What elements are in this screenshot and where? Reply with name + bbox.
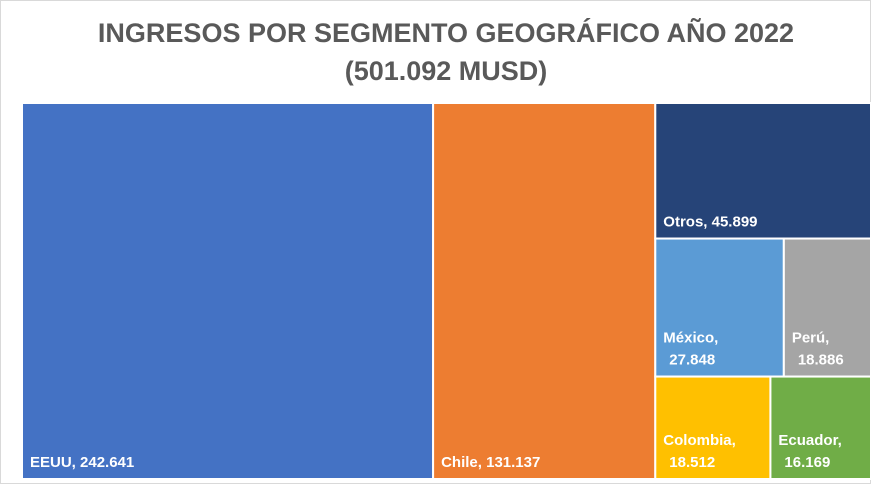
treemap-tile (782, 237, 871, 378)
data-label-line: Ecuador, (778, 432, 841, 449)
data-label: Ecuador, 16.169 (778, 432, 841, 471)
data-label-line: México, (663, 330, 718, 347)
data-label-line: Otros, 45.899 (663, 214, 757, 231)
data-label: Perú, 18.886 (792, 330, 844, 369)
treemap-tile (654, 102, 871, 240)
treemap-tile (432, 102, 657, 480)
treemap-tile (654, 375, 772, 480)
data-label-line: EEUU, 242.641 (30, 454, 134, 471)
chart-title: INGRESOS POR SEGMENTO GEOGRÁFICO AÑO 202… (98, 17, 794, 48)
data-label-line: Colombia, (663, 432, 736, 449)
data-label-line: 18.886 (798, 352, 844, 369)
chart-subtitle: (501.092 MUSD) (345, 56, 548, 86)
data-label: México, 27.848 (663, 330, 718, 369)
data-label-line: Perú, (792, 330, 830, 347)
data-label: Colombia, 18.512 (663, 432, 736, 471)
data-label-line: 18.512 (669, 454, 715, 471)
treemap-tile (21, 102, 435, 480)
treemap-tile (769, 375, 871, 480)
data-label-line: Chile, 131.137 (441, 454, 540, 471)
data-label: Chile, 131.137 (441, 454, 540, 471)
data-label: Otros, 45.899 (663, 214, 757, 231)
data-label: EEUU, 242.641 (30, 454, 134, 471)
data-label-line: 27.848 (669, 352, 715, 369)
data-label-line: 16.169 (784, 454, 830, 471)
